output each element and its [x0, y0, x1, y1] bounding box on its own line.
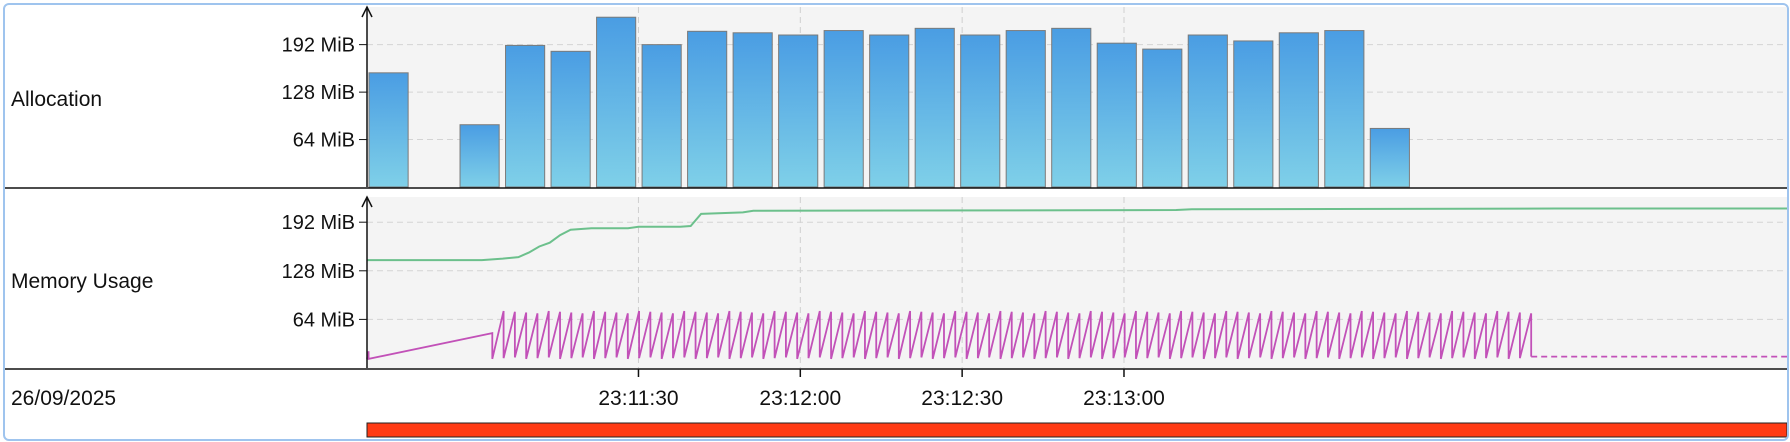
memory-profiler-chart: 64 MiB 128 MiB 192 MiB 64 MiB 128 MiB 192 MiB…: [5, 5, 1787, 438]
allocation-bar: [1005, 30, 1046, 188]
alloc-y-axis-arrow: [361, 5, 373, 18]
allocation-bar: [732, 32, 773, 188]
allocation-bar: [823, 30, 864, 188]
allocation-bar: [914, 27, 955, 188]
allocation-bar: [869, 34, 910, 188]
allocation-bar: [505, 44, 546, 188]
time-tick-label: 23:11:30: [598, 387, 678, 410]
memory-usage-panel-label: Memory Usage: [11, 270, 153, 293]
profiler-chart-panel: 64 MiB 128 MiB 192 MiB 64 MiB 128 MiB 192 MiB…: [3, 3, 1789, 441]
allocation-bar: [1187, 34, 1228, 188]
memory-ytick-label: 192 MiB: [282, 212, 355, 234]
allocation-bar: [1096, 42, 1137, 188]
allocation-bar: [1233, 40, 1274, 188]
allocation-bar: [459, 124, 500, 188]
date-label: 26/09/2025: [11, 387, 116, 410]
allocation-bar: [1369, 127, 1410, 188]
allocation-bar: [778, 34, 819, 188]
memory-usage-line-heap: [366, 310, 1533, 360]
allocation-bar: [368, 72, 409, 188]
alloc-ytick-label: 64 MiB: [293, 130, 355, 152]
memory-ytick-label: 64 MiB: [293, 309, 355, 331]
time-tick-label: 23:13:00: [1083, 387, 1165, 410]
memory-usage-line-committed: [367, 207, 1787, 262]
memory-y-axis-arrow: [361, 195, 373, 208]
memory-plot-bg: [367, 197, 1787, 368]
allocation-bar: [1051, 27, 1092, 188]
allocation-bar: [596, 16, 637, 188]
memory-ytick-label: 128 MiB: [282, 261, 355, 283]
time-tick-label: 23:12:30: [921, 387, 1003, 410]
allocation-bar: [960, 34, 1001, 188]
timeline-range-bar: [366, 422, 1787, 438]
alloc-ytick-label: 128 MiB: [282, 82, 355, 104]
allocation-bar: [1278, 32, 1319, 188]
allocation-bar: [1324, 30, 1365, 188]
allocation-panel-label: Allocation: [11, 88, 102, 111]
allocation-bar: [641, 44, 682, 188]
allocation-bar: [687, 30, 728, 188]
allocation-bar: [1142, 48, 1183, 188]
time-tick-label: 23:12:00: [759, 387, 841, 410]
alloc-ytick-label: 192 MiB: [282, 35, 355, 57]
allocation-bar: [550, 50, 591, 188]
